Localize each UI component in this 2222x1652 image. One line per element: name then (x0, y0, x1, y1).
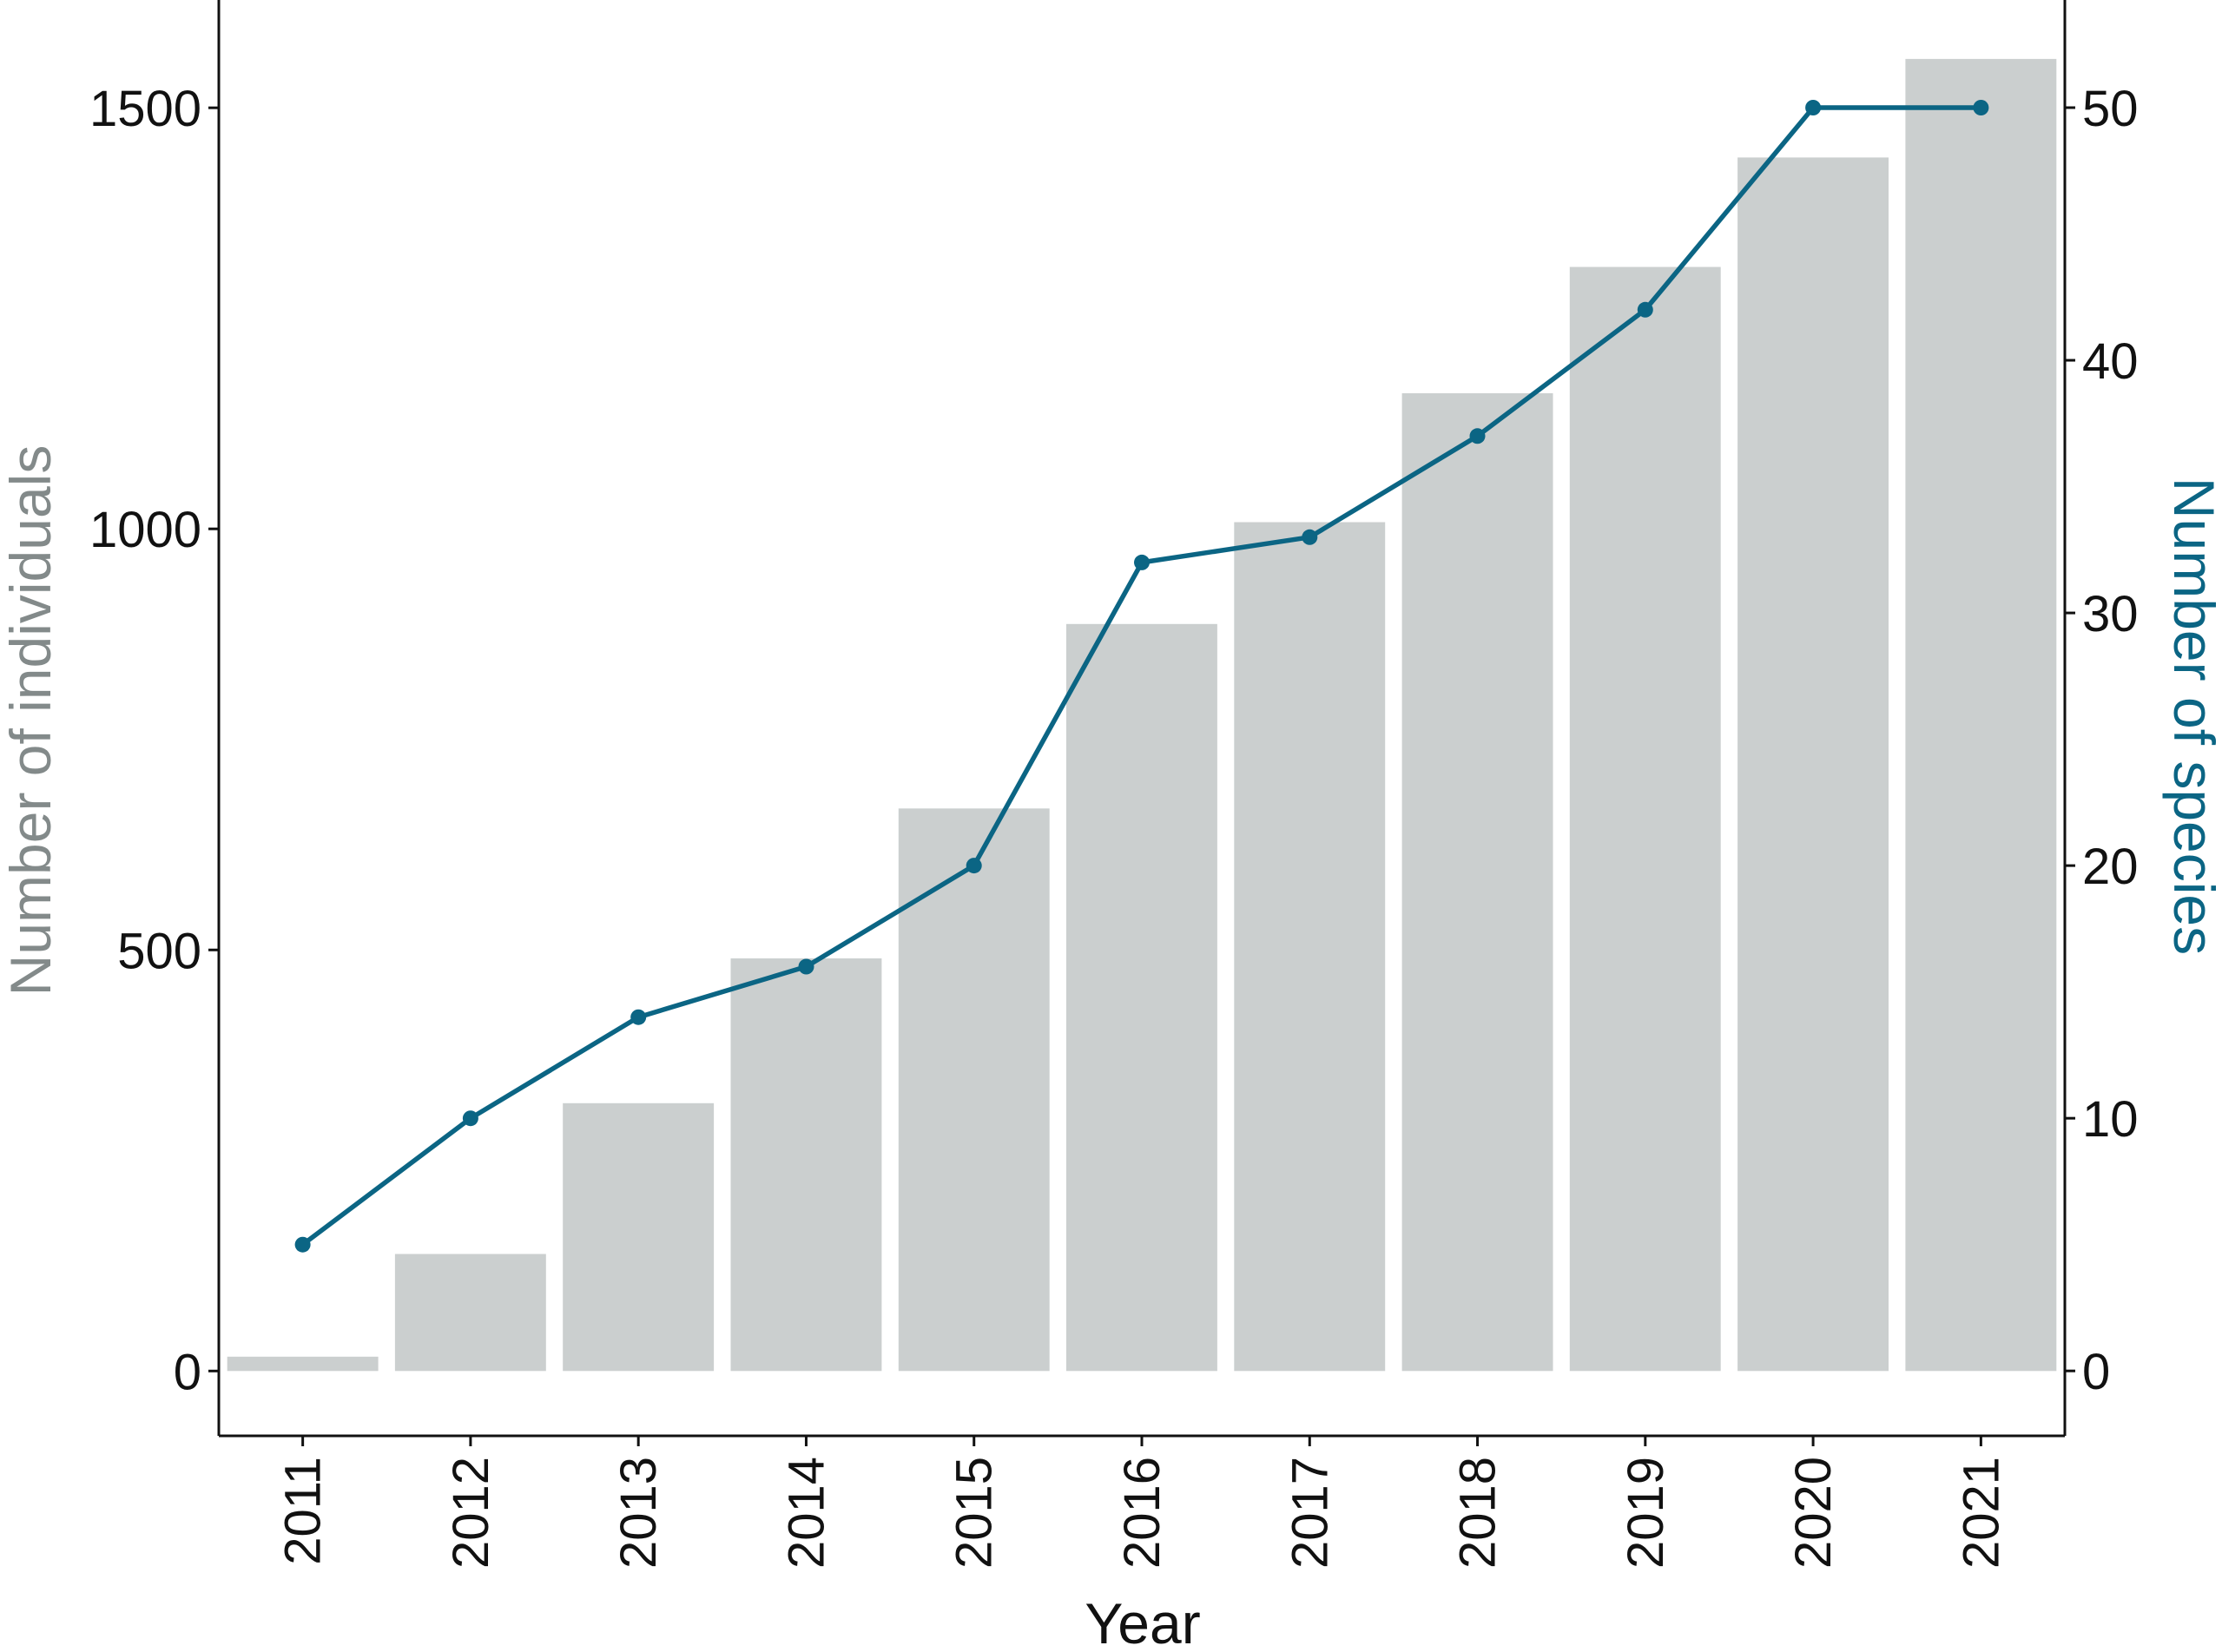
bar (1066, 623, 1217, 1372)
y-right-tick-label: 30 (2082, 586, 2139, 642)
bar (1737, 157, 1889, 1372)
bar (394, 1254, 546, 1372)
data-point (1973, 100, 1989, 115)
y-left-tick-label: 1000 (89, 502, 201, 558)
y-right-tick-label: 40 (2082, 333, 2139, 390)
x-tick-label: 2021 (1953, 1457, 2009, 1569)
bar (1905, 58, 2057, 1372)
data-point (1134, 554, 1150, 570)
x-tick-label: 2015 (946, 1457, 1003, 1569)
data-point (966, 858, 982, 874)
bar (1401, 393, 1553, 1372)
species-line-layer (294, 100, 1989, 1253)
x-tick-label: 2018 (1450, 1457, 1507, 1569)
y-axis-right-title: Number of species (2162, 477, 2222, 955)
data-point (294, 1236, 311, 1253)
bar (227, 1356, 379, 1372)
y-right-tick-label: 50 (2082, 81, 2139, 137)
y-right-tick-label: 10 (2082, 1091, 2139, 1148)
x-tick-label: 2016 (1114, 1457, 1170, 1569)
data-point (798, 958, 814, 975)
tick-labels-layer: 0 500 1000 1500 0 10 20 30 40 50 2011 2012 2013 2014 2… (89, 81, 2139, 1569)
data-point (1469, 428, 1486, 444)
x-tick-label: 2012 (443, 1457, 499, 1569)
data-point (462, 1110, 478, 1127)
data-point (1805, 100, 1822, 115)
x-axis-title: Year (1085, 1591, 1200, 1652)
x-tick-label: 2011 (275, 1457, 332, 1565)
y-axis-left-title: Number of individuals (0, 445, 63, 997)
data-point (630, 1009, 647, 1025)
bar (898, 808, 1050, 1372)
x-tick-label: 2019 (1618, 1457, 1674, 1569)
y-right-tick-label: 0 (2082, 1344, 2110, 1400)
data-point (1637, 301, 1653, 318)
x-tick-label: 2020 (1785, 1457, 1842, 1569)
x-tick-label: 2014 (779, 1457, 835, 1569)
bar (563, 1102, 715, 1372)
bars-layer (227, 58, 2057, 1372)
x-tick-label: 2013 (610, 1457, 667, 1569)
bar (730, 958, 882, 1372)
bar (1234, 522, 1386, 1372)
y-left-tick-label: 500 (117, 923, 201, 979)
y-right-tick-label: 20 (2082, 839, 2139, 895)
x-tick-label: 2017 (1282, 1457, 1338, 1569)
y-left-tick-label: 1500 (89, 81, 201, 137)
bar (1569, 267, 1721, 1372)
data-point (1302, 529, 1318, 545)
axes-layer (208, 0, 2075, 1446)
y-left-tick-label: 0 (174, 1344, 201, 1400)
